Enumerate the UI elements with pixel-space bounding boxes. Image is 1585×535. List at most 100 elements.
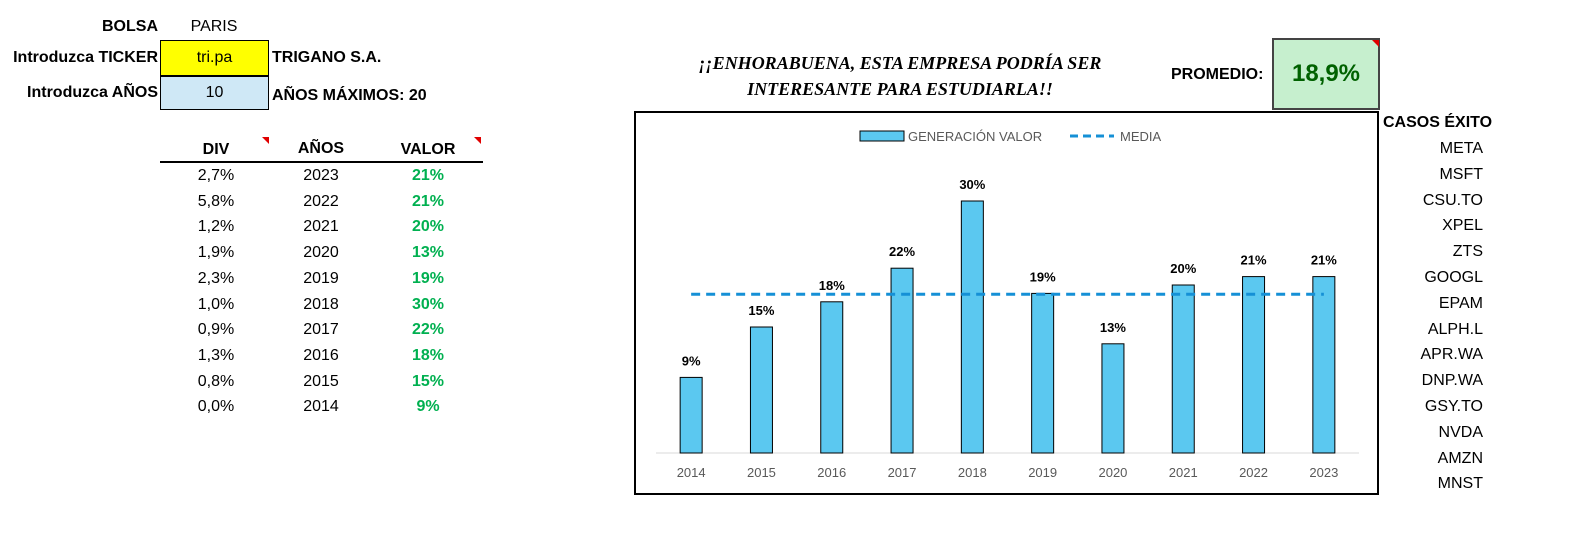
promedio-value-cell: 18,9% xyxy=(1272,38,1380,110)
div-cell: 1,9% xyxy=(197,244,235,262)
bar xyxy=(1101,343,1125,454)
table-header-rule xyxy=(160,161,483,163)
year-cell: 2020 xyxy=(303,244,339,262)
div-cell: 2,7% xyxy=(197,167,235,184)
year-cell: 2023 xyxy=(303,167,339,184)
year-cell: 2014 xyxy=(303,398,339,416)
bar-data-label: 19% xyxy=(1030,269,1056,284)
value-cell: 30% xyxy=(411,295,445,313)
success-case-item: EPAM xyxy=(1438,294,1483,312)
table-row: 2,7% 2023 21% xyxy=(160,163,486,189)
bar xyxy=(749,326,773,454)
x-tick-label: 2016 xyxy=(817,465,846,480)
ticker-input[interactable]: tri.pa xyxy=(160,40,269,76)
table-row: 5,8% 2022 21% xyxy=(160,189,486,215)
value-cell: 21% xyxy=(411,167,445,184)
value-column-header: VALOR xyxy=(400,141,456,158)
headline-line-2: INTERESANTE PARA ESTUDIARLA!! xyxy=(747,79,1053,99)
table-row: 0,9% 2017 22% xyxy=(160,317,486,343)
comment-marker xyxy=(262,137,269,144)
bar-data-label: 21% xyxy=(1311,253,1337,268)
year-cell: 2016 xyxy=(303,346,339,364)
success-case-item: MNST xyxy=(1437,475,1483,493)
bar xyxy=(1312,276,1336,454)
table-row: 1,0% 2018 30% xyxy=(160,292,486,318)
div-column-header: DIV xyxy=(202,141,230,158)
bar-data-label: 15% xyxy=(748,303,774,318)
table-row: 1,9% 2020 13% xyxy=(160,240,486,266)
bar xyxy=(1171,284,1195,454)
years-label: Introduzca AÑOS xyxy=(27,84,158,101)
div-cell: 0,0% xyxy=(197,398,235,416)
ticker-label: Introduzca TICKER xyxy=(13,49,158,66)
comment-marker xyxy=(474,137,481,144)
x-tick-label: 2015 xyxy=(747,465,776,480)
x-tick-label: 2021 xyxy=(1169,465,1198,480)
value-cell: 20% xyxy=(411,218,445,236)
success-case-item: XPEL xyxy=(1442,217,1483,235)
years-input[interactable]: 10 xyxy=(160,76,269,110)
bar xyxy=(890,267,914,454)
success-case-item: GOOGL xyxy=(1424,269,1483,286)
success-case-item: META xyxy=(1439,140,1483,157)
div-cell: 0,8% xyxy=(197,372,235,390)
success-case-item: MSFT xyxy=(1439,165,1483,183)
value-cell: 22% xyxy=(411,321,445,339)
div-cell: 0,9% xyxy=(197,321,235,339)
headline: ¡¡ENHORABUENA, ESTA EMPRESA PODRÍA SER I… xyxy=(640,50,1160,102)
years-column-header: AÑOS xyxy=(297,140,345,157)
year-cell: 2022 xyxy=(303,192,339,210)
bar xyxy=(960,200,984,454)
chart-area: GENERACIÓN VALOR MEDIA 9% 2014 15% 2015 18% 201… xyxy=(634,111,1379,495)
success-case-item: APR.WA xyxy=(1420,346,1483,364)
table-row: 1,3% 2016 18% xyxy=(160,343,486,369)
success-cases-title: CASOS ÉXITO xyxy=(1383,114,1493,131)
div-cell: 2,3% xyxy=(197,269,235,287)
bar-data-label: 30% xyxy=(959,177,985,192)
comment-marker xyxy=(1372,40,1379,47)
legend-bar-swatch xyxy=(859,130,905,142)
bar-data-label: 13% xyxy=(1100,320,1126,335)
value-cell: 9% xyxy=(416,398,440,416)
success-case-item: ZTS xyxy=(1452,243,1483,261)
value-generation-chart: GENERACIÓN VALOR MEDIA 9% 2014 15% 2015 18% 201… xyxy=(656,129,1359,480)
max-years-label: AÑOS MÁXIMOS: 20 xyxy=(272,87,427,104)
bar xyxy=(679,376,703,454)
div-cell: 1,3% xyxy=(197,346,235,364)
x-tick-label: 2023 xyxy=(1309,465,1338,480)
value-cell: 19% xyxy=(411,269,445,287)
table-row: 2,3% 2019 19% xyxy=(160,266,486,292)
x-tick-label: 2017 xyxy=(888,465,917,480)
div-cell: 1,0% xyxy=(197,295,235,313)
legend-mean-label: MEDIA xyxy=(1120,129,1162,144)
year-cell: 2017 xyxy=(303,321,339,339)
bar-data-label: 18% xyxy=(819,278,845,293)
div-cell: 1,2% xyxy=(197,218,235,236)
bar-data-label: 21% xyxy=(1241,253,1267,268)
x-tick-label: 2022 xyxy=(1239,465,1268,480)
div-cell: 5,8% xyxy=(197,192,235,210)
bar xyxy=(820,301,844,454)
promedio-value: 18,9% xyxy=(1291,60,1361,87)
year-cell: 2021 xyxy=(303,218,339,236)
value-cell: 18% xyxy=(411,346,445,364)
x-tick-label: 2014 xyxy=(677,465,706,480)
bar-data-label: 20% xyxy=(1170,261,1196,276)
year-cell: 2015 xyxy=(303,372,339,390)
success-case-item: DNP.WA xyxy=(1421,372,1483,390)
legend-bar-label: GENERACIÓN VALOR xyxy=(908,129,1042,144)
bar-data-label: 22% xyxy=(889,244,915,259)
promedio-label: PROMEDIO: xyxy=(1171,66,1264,83)
bolsa-value: PARIS xyxy=(190,18,238,35)
bar xyxy=(1242,276,1266,454)
success-case-item: AMZN xyxy=(1437,449,1483,467)
x-tick-label: 2019 xyxy=(1028,465,1057,480)
bolsa-label: BOLSA xyxy=(102,18,158,35)
value-cell: 13% xyxy=(411,244,445,262)
value-cell: 15% xyxy=(411,372,445,390)
year-cell: 2019 xyxy=(303,269,339,287)
success-case-item: GSY.TO xyxy=(1424,398,1483,415)
success-case-item: NVDA xyxy=(1438,423,1483,441)
table-row: 1,2% 2021 20% xyxy=(160,214,486,240)
success-case-item: CSU.TO xyxy=(1422,191,1483,209)
